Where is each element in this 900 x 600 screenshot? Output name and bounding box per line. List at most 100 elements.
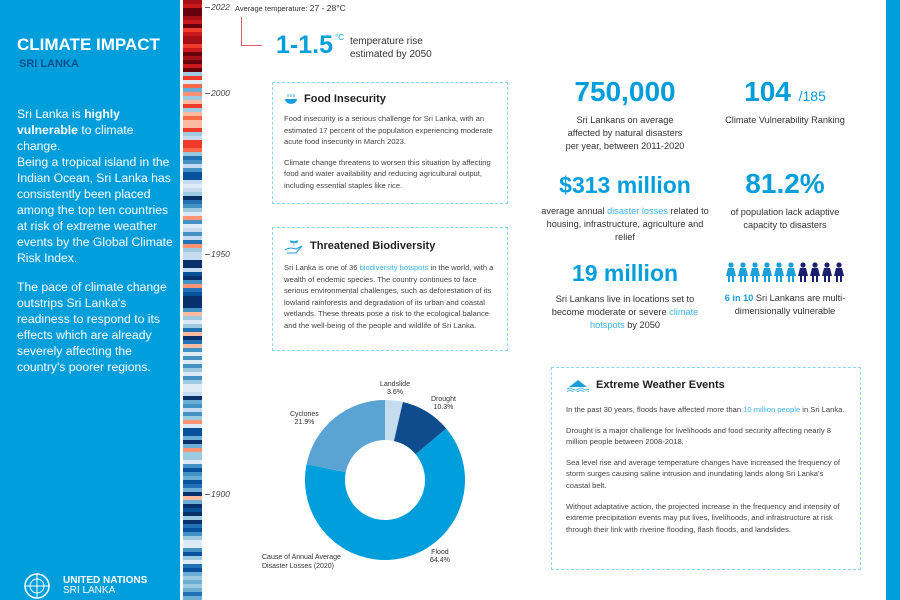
rank-value: 104 xyxy=(744,76,791,107)
warming-stripe xyxy=(183,232,202,236)
warming-stripe xyxy=(183,176,202,180)
warming-stripe xyxy=(183,228,202,232)
warming-stripe xyxy=(183,108,202,112)
person-icon xyxy=(798,262,808,282)
rise-line1: temperature rise xyxy=(349,36,423,47)
warming-stripe xyxy=(183,444,202,448)
year-1950: 1950 xyxy=(205,249,230,259)
person-icon xyxy=(834,262,844,282)
warming-stripe xyxy=(183,136,202,140)
extreme-weather-card: Extreme Weather Events In the past 30 ye… xyxy=(551,367,861,570)
warming-stripe xyxy=(183,536,202,540)
warming-stripe xyxy=(183,124,202,128)
warming-stripe xyxy=(183,28,202,32)
warming-stripe xyxy=(183,436,202,440)
weather-text-3: Sea level rise and average temperature c… xyxy=(566,457,840,490)
warming-stripe xyxy=(183,132,202,136)
warming-stripe xyxy=(183,192,202,196)
warming-stripe xyxy=(183,400,202,404)
warming-stripe xyxy=(183,488,202,492)
warming-stripe xyxy=(183,440,202,444)
warming-stripe xyxy=(183,204,202,208)
warming-stripe xyxy=(183,408,202,412)
warming-stripe xyxy=(183,336,202,340)
warming-stripe xyxy=(183,576,202,580)
warming-stripe xyxy=(183,552,202,556)
warming-stripe xyxy=(183,500,202,504)
warming-stripe xyxy=(183,540,202,544)
biodiversity-hotspots-link[interactable]: biodiversity hotspots xyxy=(359,263,429,272)
stat-affected: 750,000 Sri Lankans on average affected b… xyxy=(540,76,710,153)
warming-stripe xyxy=(183,288,202,292)
warming-stripe xyxy=(183,188,202,192)
warming-stripe xyxy=(183,72,202,76)
warming-stripe xyxy=(183,152,202,156)
person-icon xyxy=(786,262,796,282)
warming-stripe xyxy=(183,168,202,172)
warming-stripe xyxy=(183,224,202,228)
disaster-losses-link[interactable]: disaster losses xyxy=(607,206,668,216)
warming-stripe xyxy=(183,68,202,72)
warming-stripe xyxy=(183,236,202,240)
warming-stripe xyxy=(183,524,202,528)
climate-hotspots-link[interactable]: climate hotspots xyxy=(590,307,699,330)
rise-unit: °C xyxy=(334,33,344,42)
warming-stripe xyxy=(183,240,202,244)
warming-stripe xyxy=(183,140,202,144)
warming-stripe xyxy=(183,52,202,56)
warming-stripe xyxy=(183,260,202,264)
warming-stripe xyxy=(183,340,202,344)
warming-stripe xyxy=(183,320,202,324)
warming-stripe xyxy=(183,424,202,428)
warming-stripe xyxy=(183,276,202,280)
warming-stripe xyxy=(183,480,202,484)
label-landslide: Landslide 3.6% xyxy=(380,381,410,396)
warming-stripe xyxy=(183,348,202,352)
10-million-link[interactable]: 10 million people xyxy=(743,405,801,414)
warming-stripe xyxy=(183,40,202,44)
sidebar: CLIMATE IMPACT SRI LANKA Sri Lanka is hi… xyxy=(0,0,180,600)
warming-stripe xyxy=(183,504,202,508)
warming-stripe xyxy=(183,64,202,68)
warming-stripe xyxy=(183,304,202,308)
bio-title: Threatened Biodiversity xyxy=(310,240,436,252)
warming-stripe xyxy=(183,256,202,260)
warming-stripe xyxy=(183,244,202,248)
food-bowl-icon xyxy=(285,94,297,104)
stat-text: Climate Vulnerability Ranking xyxy=(725,115,845,125)
warming-stripe xyxy=(183,516,202,520)
warming-stripe xyxy=(183,404,202,408)
warming-stripe xyxy=(183,172,202,176)
warming-stripe xyxy=(183,328,202,332)
warming-stripe xyxy=(183,76,202,80)
warming-stripe xyxy=(183,216,202,220)
warming-stripe xyxy=(183,416,202,420)
warming-stripe xyxy=(183,464,202,468)
tropical-text: Being a tropical island in the Indian Oc… xyxy=(17,155,173,265)
warming-stripe xyxy=(183,280,202,284)
year-2022: 2022 xyxy=(205,2,230,12)
food-insecurity-card: Food Insecurity Food insecurity is a ser… xyxy=(272,82,508,204)
warming-stripe xyxy=(183,388,202,392)
stat-text: Sri Lankans on average affected by natur… xyxy=(565,115,685,151)
connector-line xyxy=(241,17,262,46)
warming-stripe xyxy=(183,372,202,376)
warming-stripe xyxy=(183,392,202,396)
warming-stripe xyxy=(183,272,202,276)
warming-stripe xyxy=(183,300,202,304)
people-icons xyxy=(720,262,850,282)
temperature-rise: 1-1.5 °C temperature rise estimated by 20… xyxy=(276,31,432,61)
warming-stripe xyxy=(183,144,202,148)
warming-stripe xyxy=(183,432,202,436)
bio-text: Sri Lanka is one of 36 biodiversity hots… xyxy=(284,263,494,330)
warming-stripe xyxy=(183,36,202,40)
warming-stripe xyxy=(183,344,202,348)
rise-line2: estimated by 2050 xyxy=(349,49,432,60)
biodiversity-card: Threatened Biodiversity Sri Lanka is one… xyxy=(272,227,508,351)
warming-stripe xyxy=(183,264,202,268)
warming-stripe xyxy=(183,220,202,224)
food-text-2: Climate change threatens to worsen this … xyxy=(284,157,491,190)
right-accent-bar xyxy=(886,0,900,600)
stat-value: 19 million xyxy=(571,260,679,286)
warming-stripe xyxy=(183,484,202,488)
